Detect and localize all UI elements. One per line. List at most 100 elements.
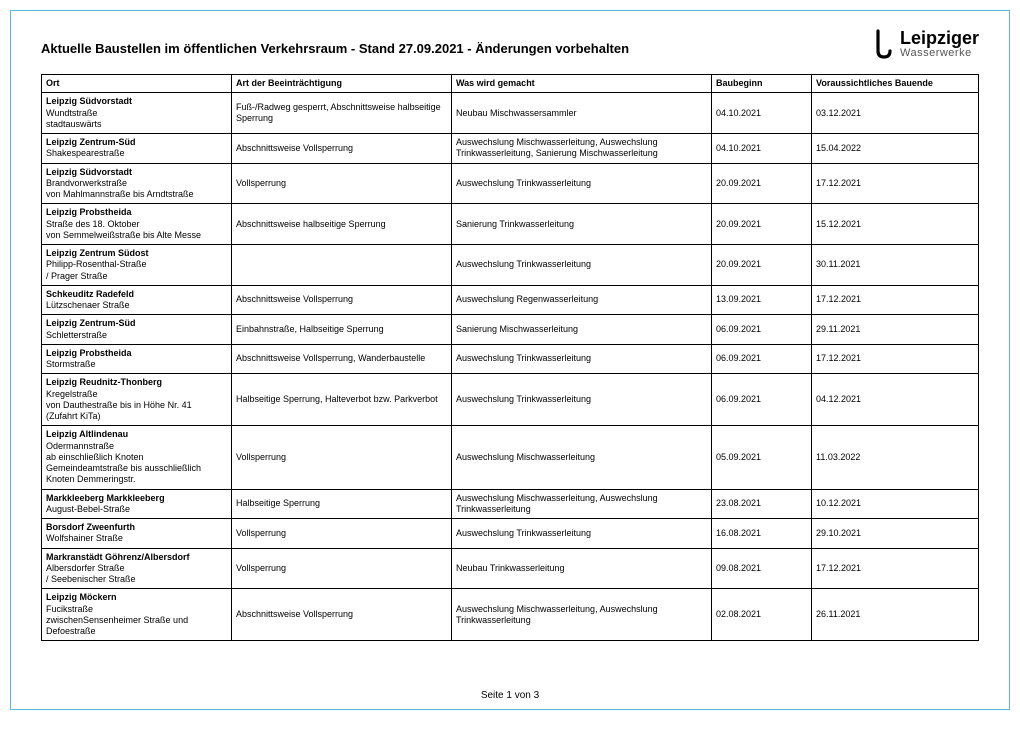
cell-ort: Markranstädt Göhrenz/AlbersdorfAlbersdor… <box>42 548 232 589</box>
cell-beg: 06.09.2021 <box>712 315 812 345</box>
cell-was: Auswechslung Mischwasserleitung <box>452 426 712 489</box>
cell-was: Auswechslung Trinkwasserleitung <box>452 374 712 426</box>
table-row: Markkleeberg MarkkleebergAugust-Bebel-St… <box>42 489 979 519</box>
cell-ort: Leipzig AltlindenauOdermannstraßeab eins… <box>42 426 232 489</box>
cell-ort: Leipzig ProbstheidaStormstraße <box>42 344 232 374</box>
ort-sub: Lützschenaer Straße <box>46 300 227 311</box>
ort-sub: Albersdorfer Straße <box>46 563 227 574</box>
cell-was: Sanierung Mischwasserleitung <box>452 315 712 345</box>
table-row: Markranstädt Göhrenz/AlbersdorfAlbersdor… <box>42 548 979 589</box>
cell-end: 11.03.2022 <box>812 426 979 489</box>
ort-sub: August-Bebel-Straße <box>46 504 227 515</box>
cell-beg: 16.08.2021 <box>712 519 812 549</box>
ort-main: Schkeuditz Radefeld <box>46 289 227 300</box>
cell-end: 30.11.2021 <box>812 245 979 286</box>
header: Aktuelle Baustellen im öffentlichen Verk… <box>41 29 979 64</box>
ort-sub: zwischenSensenheimer Straße und Defoestr… <box>46 615 227 638</box>
table-row: Schkeuditz RadefeldLützschenaer StraßeAb… <box>42 285 979 315</box>
logo-main: Leipziger <box>900 29 979 48</box>
cell-was: Neubau Mischwassersammler <box>452 93 712 134</box>
col-was: Was wird gemacht <box>452 75 712 93</box>
cell-art: Halbseitige Sperrung, Halteverbot bzw. P… <box>232 374 452 426</box>
cell-ort: Borsdorf ZweenfurthWolfshainer Straße <box>42 519 232 549</box>
cell-beg: 20.09.2021 <box>712 245 812 286</box>
table-row: Leipzig ProbstheidaStraße des 18. Oktobe… <box>42 204 979 245</box>
table-row: Leipzig Zentrum SüdostPhilipp-Rosenthal-… <box>42 245 979 286</box>
ort-sub: von Semmelweißstraße bis Alte Messe <box>46 230 227 241</box>
cell-beg: 06.09.2021 <box>712 344 812 374</box>
cell-end: 17.12.2021 <box>812 285 979 315</box>
ort-sub: Schletterstraße <box>46 330 227 341</box>
table-row: Borsdorf ZweenfurthWolfshainer StraßeVol… <box>42 519 979 549</box>
table-row: Leipzig AltlindenauOdermannstraßeab eins… <box>42 426 979 489</box>
cell-art: Fuß-/Radweg gesperrt, Abschnittsweise ha… <box>232 93 452 134</box>
ort-main: Leipzig Probstheida <box>46 348 227 359</box>
cell-ort: Leipzig Zentrum-SüdShakespearestraße <box>42 134 232 164</box>
cell-was: Auswechslung Trinkwasserleitung <box>452 245 712 286</box>
cell-was: Neubau Trinkwasserleitung <box>452 548 712 589</box>
cell-beg: 20.09.2021 <box>712 204 812 245</box>
cell-end: 17.12.2021 <box>812 548 979 589</box>
cell-beg: 04.10.2021 <box>712 134 812 164</box>
cell-end: 04.12.2021 <box>812 374 979 426</box>
cell-art: Vollsperrung <box>232 426 452 489</box>
ort-main: Leipzig Zentrum-Süd <box>46 318 227 329</box>
ort-sub: Gemeindeamtstraße bis ausschließlich <box>46 463 227 474</box>
cell-end: 15.12.2021 <box>812 204 979 245</box>
cell-ort: Leipzig Zentrum SüdostPhilipp-Rosenthal-… <box>42 245 232 286</box>
cell-ort: Leipzig MöckernFucikstraßezwischenSensen… <box>42 589 232 641</box>
ort-main: Leipzig Zentrum-Süd <box>46 137 227 148</box>
page-title: Aktuelle Baustellen im öffentlichen Verk… <box>41 29 629 56</box>
cell-was: Sanierung Trinkwasserleitung <box>452 204 712 245</box>
ort-sub: von Mahlmannstraße bis Arndtstraße <box>46 189 227 200</box>
cell-art: Vollsperrung <box>232 519 452 549</box>
col-beg: Baubeginn <box>712 75 812 93</box>
cell-was: Auswechslung Mischwasserleitung, Auswech… <box>452 134 712 164</box>
ort-main: Leipzig Reudnitz-Thonberg <box>46 377 227 388</box>
table-header-row: Ort Art der Beeinträchtigung Was wird ge… <box>42 75 979 93</box>
cell-beg: 20.09.2021 <box>712 163 812 204</box>
ort-sub: Straße des 18. Oktober <box>46 219 227 230</box>
cell-was: Auswechslung Trinkwasserleitung <box>452 344 712 374</box>
cell-art: Vollsperrung <box>232 163 452 204</box>
cell-beg: 02.08.2021 <box>712 589 812 641</box>
ort-main: Leipzig Altlindenau <box>46 429 227 440</box>
cell-beg: 23.08.2021 <box>712 489 812 519</box>
table-row: Leipzig SüdvorstadtBrandvorwerkstraßevon… <box>42 163 979 204</box>
table-row: Leipzig ProbstheidaStormstraßeAbschnitts… <box>42 344 979 374</box>
page-footer: Seite 1 von 3 <box>11 690 1009 701</box>
ort-main: Leipzig Probstheida <box>46 207 227 218</box>
ort-main: Leipzig Zentrum Südost <box>46 248 227 259</box>
ort-sub: (Zufahrt KiTa) <box>46 411 227 422</box>
cell-beg: 06.09.2021 <box>712 374 812 426</box>
cell-art: Halbseitige Sperrung <box>232 489 452 519</box>
col-ort: Ort <box>42 75 232 93</box>
cell-ort: Leipzig Reudnitz-ThonbergKregelstraßevon… <box>42 374 232 426</box>
cell-art <box>232 245 452 286</box>
ort-sub: Philipp-Rosenthal-Straße <box>46 259 227 270</box>
cell-ort: Schkeuditz RadefeldLützschenaer Straße <box>42 285 232 315</box>
cell-ort: Leipzig ProbstheidaStraße des 18. Oktobe… <box>42 204 232 245</box>
cell-ort: Markkleeberg MarkkleebergAugust-Bebel-St… <box>42 489 232 519</box>
logo-mark-icon <box>874 29 894 64</box>
cell-ort: Leipzig SüdvorstadtBrandvorwerkstraßevon… <box>42 163 232 204</box>
table-row: Leipzig SüdvorstadtWundtstraßestadtauswä… <box>42 93 979 134</box>
ort-sub: Wundtstraße <box>46 108 227 119</box>
ort-sub: von Dauthestraße bis in Höhe Nr. 41 <box>46 400 227 411</box>
cell-beg: 05.09.2021 <box>712 426 812 489</box>
cell-was: Auswechslung Mischwasserleitung, Auswech… <box>452 589 712 641</box>
table-row: Leipzig MöckernFucikstraßezwischenSensen… <box>42 589 979 641</box>
logo-text: Leipziger Wasserwerke <box>900 29 979 59</box>
table-row: Leipzig Reudnitz-ThonbergKregelstraßevon… <box>42 374 979 426</box>
cell-end: 29.11.2021 <box>812 315 979 345</box>
table-row: Leipzig Zentrum-SüdShakespearestraßeAbsc… <box>42 134 979 164</box>
cell-beg: 09.08.2021 <box>712 548 812 589</box>
cell-end: 17.12.2021 <box>812 163 979 204</box>
cell-ort: Leipzig SüdvorstadtWundtstraßestadtauswä… <box>42 93 232 134</box>
ort-sub: Odermannstraße <box>46 441 227 452</box>
cell-was: Auswechslung Regenwasserleitung <box>452 285 712 315</box>
col-end: Voraussichtliches Bauende <box>812 75 979 93</box>
cell-art: Abschnittsweise Vollsperrung <box>232 589 452 641</box>
ort-main: Markranstädt Göhrenz/Albersdorf <box>46 552 227 563</box>
cell-art: Abschnittsweise Vollsperrung <box>232 134 452 164</box>
